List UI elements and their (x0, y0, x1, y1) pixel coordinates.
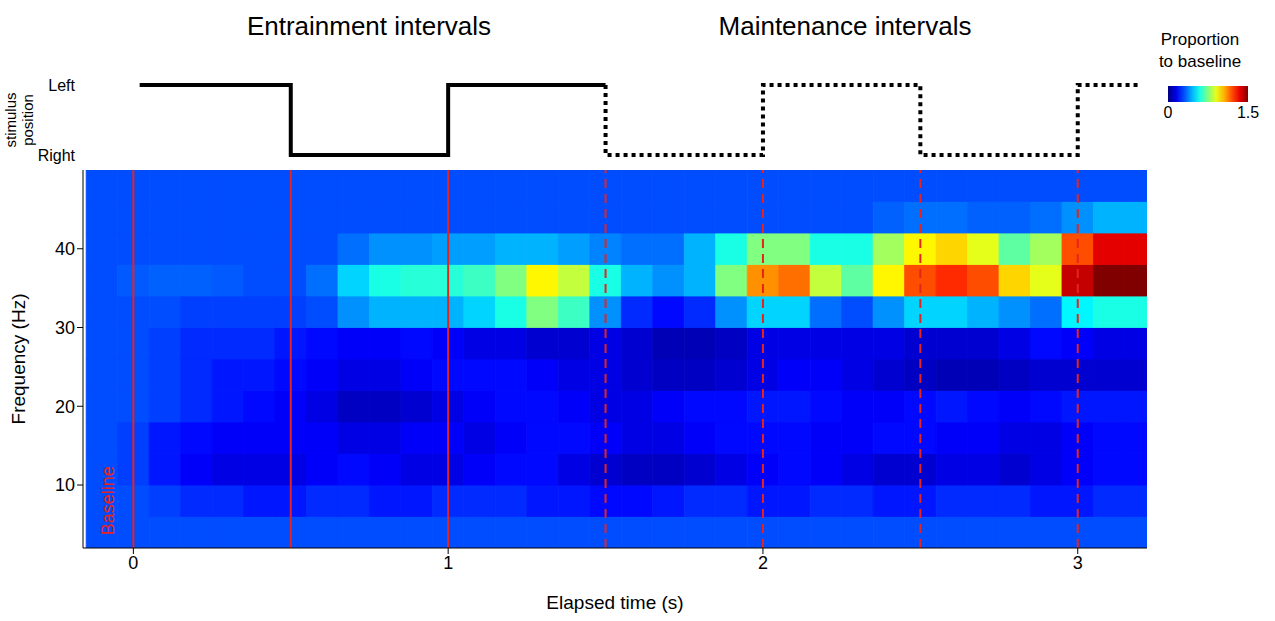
svg-text:30: 30 (55, 318, 75, 338)
svg-text:Elapsed time (s): Elapsed time (s) (546, 592, 683, 613)
svg-text:20: 20 (55, 397, 75, 417)
svg-text:Maintenance intervals: Maintenance intervals (719, 11, 972, 41)
svg-text:10: 10 (55, 475, 75, 495)
svg-text:Right: Right (38, 147, 76, 164)
svg-text:to baseline: to baseline (1159, 52, 1241, 71)
svg-text:1: 1 (443, 553, 453, 573)
svg-text:3: 3 (1073, 553, 1083, 573)
svg-text:0: 0 (128, 553, 138, 573)
svg-text:1.5: 1.5 (1237, 104, 1259, 121)
svg-text:Proportion: Proportion (1161, 30, 1239, 49)
svg-text:Left: Left (48, 77, 75, 94)
svg-text:Entrainment intervals: Entrainment intervals (247, 11, 491, 41)
svg-text:Baseline: Baseline (98, 466, 118, 535)
svg-text:2: 2 (758, 553, 768, 573)
svg-text:0: 0 (1164, 104, 1173, 121)
svg-text:Frequency (Hz): Frequency (Hz) (8, 294, 29, 425)
svg-text:stimulusposition: stimulusposition (2, 92, 36, 147)
svg-text:40: 40 (55, 239, 75, 259)
